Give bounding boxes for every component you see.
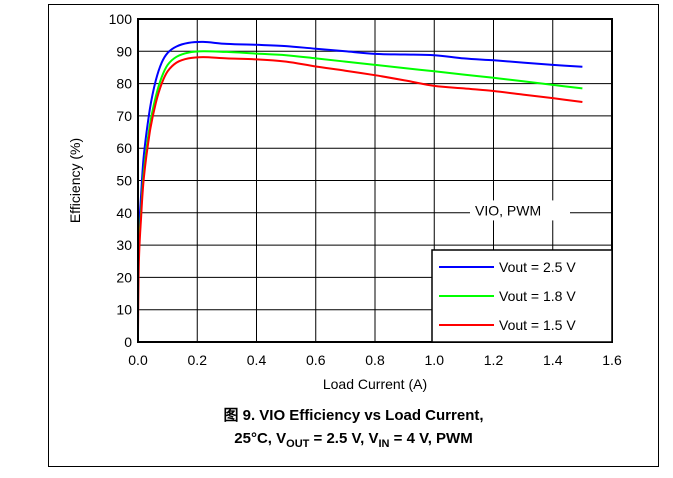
series-line (137, 40, 583, 246)
x-tick-label: 0.8 (365, 352, 385, 368)
y-tick-label: 40 (116, 205, 132, 221)
y-tick-label: 100 (109, 11, 133, 27)
y-tick-label: 10 (116, 302, 132, 318)
y-tick-label: 80 (116, 76, 132, 92)
x-tick-label: 1.6 (602, 352, 622, 368)
caption-part: = 4 V, PWM (389, 430, 473, 447)
annotation-layer: VIO, PWM (470, 200, 570, 221)
series-layer (137, 40, 583, 333)
x-tick-label: 0.2 (188, 352, 208, 368)
annotation-background (470, 200, 570, 221)
x-tick-label: 1.0 (425, 352, 445, 368)
y-tick-label: 60 (116, 140, 132, 156)
caption-part: 25°C, V (234, 430, 287, 447)
annotation-label: VIO, PWM (475, 202, 541, 218)
x-tick-label: 0.6 (306, 352, 326, 368)
caption-line-2: 25°C, VOUT = 2.5 V, VIN = 4 V, PWM (48, 427, 659, 456)
x-tick-label: 1.2 (484, 352, 504, 368)
caption-line-1: 图 9. VIO Efficiency vs Load Current, (223, 407, 484, 424)
figure-frame (48, 4, 659, 467)
x-tick-label: 1.4 (543, 352, 563, 368)
y-tick-label: 90 (116, 43, 132, 59)
figure-frame-top (48, 4, 659, 5)
y-tick-label: 0 (124, 334, 132, 350)
y-axis-label: Efficiency (%) (67, 138, 83, 223)
legend-label: Vout = 1.5 V (499, 317, 576, 333)
x-tick-label: 0.4 (247, 352, 267, 368)
y-tick-label: 70 (116, 108, 132, 124)
series-line (137, 50, 583, 262)
caption-subscript-in: IN (378, 438, 390, 450)
legend-label: Vout = 1.8 V (499, 288, 576, 304)
plot-area-border (137, 18, 613, 343)
figure-caption: 图 9. VIO Efficiency vs Load Current, 25°… (48, 404, 659, 456)
axes-layer (137, 18, 613, 343)
y-tick-label: 50 (116, 173, 132, 189)
legend: Vout = 2.5 V Vout = 1.8 V Vout = 1.5 V (431, 249, 613, 343)
legend-label: Vout = 2.5 V (499, 259, 576, 275)
series-line (137, 56, 583, 333)
y-tick-label: 30 (116, 237, 132, 253)
x-axis-label: Load Current (A) (323, 376, 427, 392)
x-tick-label: 0.0 (128, 352, 148, 368)
y-tick-label: 20 (116, 269, 132, 285)
labels-layer: 0 10 20 30 40 50 60 70 80 90 100 0.0 0.2 0.4 0.6 0.8 1.0… (67, 11, 622, 392)
caption-subscript-out: OUT (286, 438, 310, 450)
caption-part: = 2.5 V, V (309, 430, 379, 447)
